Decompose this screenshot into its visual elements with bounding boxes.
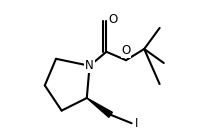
Text: O: O xyxy=(108,13,117,26)
Text: N: N xyxy=(85,59,94,72)
Polygon shape xyxy=(87,98,112,117)
Text: I: I xyxy=(135,117,138,130)
Text: O: O xyxy=(121,44,131,57)
